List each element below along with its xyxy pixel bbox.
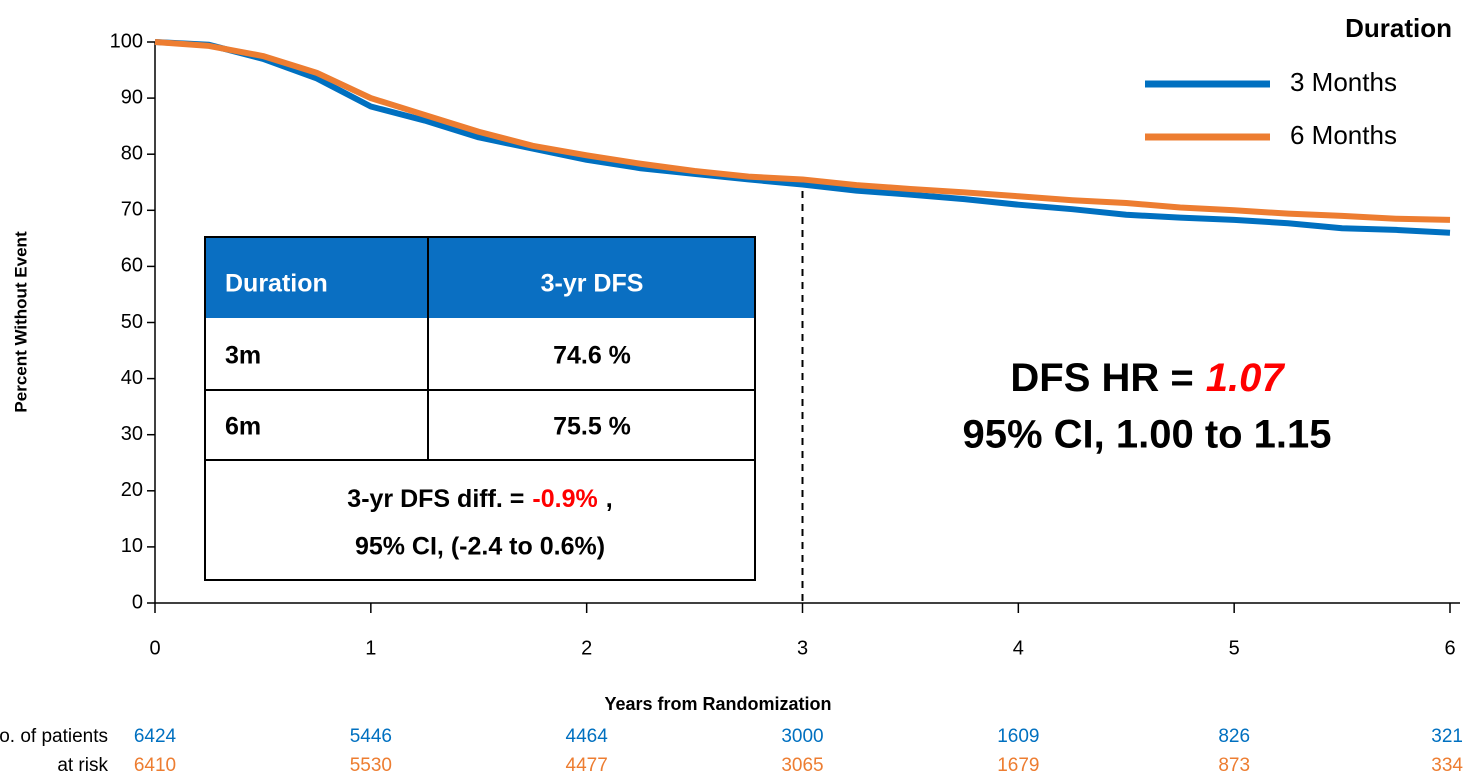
hr-ci: 95% CI, 1.00 to 1.15 xyxy=(962,413,1331,457)
at-risk-count: 4464 xyxy=(566,726,609,747)
at-risk-count: 5446 xyxy=(350,726,392,747)
y-tick-label: 90 xyxy=(121,86,143,108)
at-risk-count: 3065 xyxy=(781,755,823,776)
y-tick-label: 70 xyxy=(121,199,143,221)
at-risk-count: 4477 xyxy=(566,755,608,776)
at-risk-count: 826 xyxy=(1218,726,1250,747)
y-tick-label: 40 xyxy=(121,367,143,389)
at-risk-count: 5530 xyxy=(350,755,392,776)
hr-text: DFS HR = xyxy=(1010,356,1193,400)
footer-text: , xyxy=(606,485,613,513)
hr-value: 1.07 xyxy=(1206,356,1286,400)
x-tick-label: 2 xyxy=(581,637,592,659)
table-header: Duration xyxy=(225,270,328,298)
legend-label: 6 Months xyxy=(1290,120,1397,150)
table-footer: 3-yr DFS diff. = -0.9%, xyxy=(347,485,612,513)
at-risk-count: 3000 xyxy=(781,726,823,747)
table-border xyxy=(204,236,756,581)
x-tick-label: 0 xyxy=(149,637,160,659)
x-tick-label: 1 xyxy=(365,637,376,659)
at-risk-count: 6410 xyxy=(134,755,176,776)
table-cell: 6m xyxy=(225,413,261,441)
y-tick-label: 10 xyxy=(121,535,143,557)
at-risk-count: 873 xyxy=(1218,755,1250,776)
hr-annotation: DFS HR = 1.07 xyxy=(1010,356,1285,400)
at-risk-count: 321 xyxy=(1431,726,1463,747)
x-tick-label: 3 xyxy=(797,637,808,659)
table-header: 3-yr DFS xyxy=(541,270,644,298)
survival-line xyxy=(154,39,1451,236)
y-tick-label: 80 xyxy=(121,142,143,164)
table-cell: 74.6 % xyxy=(553,342,631,370)
x-tick-label: 5 xyxy=(1229,637,1240,659)
dfs-table: Duration 3-yr DFS 3m 74.6 % 6m 75.5 % 3-… xyxy=(204,236,756,581)
y-axis-label: Percent Without Event xyxy=(11,231,30,413)
footer-value: -0.9% xyxy=(532,485,597,513)
legend-label: 3 Months xyxy=(1290,67,1397,97)
risk-label: No. of patients xyxy=(0,726,108,747)
y-tick-label: 60 xyxy=(121,255,143,277)
y-tick-label: 50 xyxy=(121,311,143,333)
x-tick-label: 4 xyxy=(1013,637,1024,659)
survival-line xyxy=(154,39,1451,223)
x-tick-label: 6 xyxy=(1444,637,1455,659)
y-tick-label: 30 xyxy=(121,423,143,445)
footer-text: 3-yr DFS diff. = xyxy=(347,485,524,513)
at-risk-count: 6424 xyxy=(134,726,177,747)
table-cell: 3m xyxy=(225,342,261,370)
risk-label: at risk xyxy=(57,755,108,776)
at-risk-count: 334 xyxy=(1431,755,1463,776)
y-tick-label: 20 xyxy=(121,479,143,501)
x-axis-label: Years from Randomization xyxy=(604,694,831,714)
y-tick-label: 100 xyxy=(110,30,143,52)
at-risk-count: 1609 xyxy=(997,726,1039,747)
at-risk-count: 1679 xyxy=(997,755,1039,776)
table-footer: 95% CI, (-2.4 to 0.6%) xyxy=(355,533,605,561)
y-tick-label: 0 xyxy=(132,591,143,613)
table-header-bg xyxy=(205,237,755,318)
legend-title: Duration xyxy=(1345,13,1452,43)
table-cell: 75.5 % xyxy=(553,413,631,441)
